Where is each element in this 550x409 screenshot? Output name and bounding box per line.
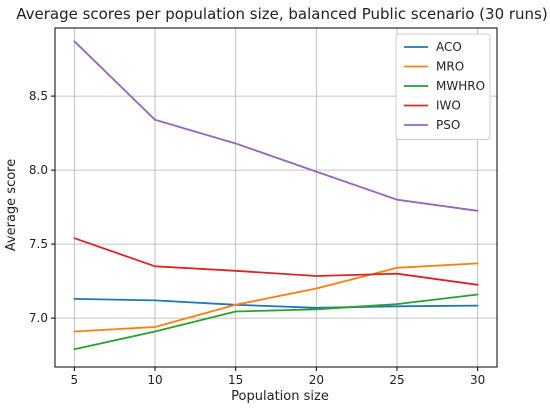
- series-line-iwo: [73, 237, 479, 286]
- y-axis-label: Average score: [4, 159, 19, 251]
- series-lines: [73, 40, 479, 351]
- x-tick-label: 25: [389, 373, 404, 387]
- legend-label-mro: MRO: [436, 60, 464, 74]
- legend: ACO MRO MWHRO IWO PSO: [395, 33, 491, 140]
- legend-box: [395, 33, 491, 140]
- series-line-mwhro: [73, 293, 479, 351]
- y-tick-label: 8.5: [29, 89, 48, 103]
- x-tick-label: 15: [228, 373, 243, 387]
- legend-label-aco: ACO: [436, 40, 462, 54]
- plot-area-frame: [54, 27, 498, 368]
- legend-label-iwo: IWO: [436, 99, 461, 113]
- x-tick-label: 5: [71, 373, 79, 387]
- x-tick-label: 30: [470, 373, 485, 387]
- y-tick-label: 7.5: [29, 237, 48, 251]
- chart-title: Average scores per population size, bala…: [16, 5, 547, 23]
- x-tick-label: 20: [309, 373, 324, 387]
- legend-label-mwhro: MWHRO: [436, 79, 485, 93]
- series-line-aco: [73, 297, 479, 309]
- x-axis-label: Population size: [231, 389, 329, 404]
- y-tick-label: 7.0: [29, 311, 48, 325]
- y-tick-label: 8.0: [29, 163, 48, 177]
- axis-ticks: 5 10 15 20 25 30 7.0 7.5 8.0 8.5: [29, 89, 485, 387]
- series-line-pso: [73, 40, 479, 212]
- x-tick-label: 10: [147, 373, 162, 387]
- legend-label-pso: PSO: [436, 118, 460, 132]
- series-line-mro: [73, 262, 479, 333]
